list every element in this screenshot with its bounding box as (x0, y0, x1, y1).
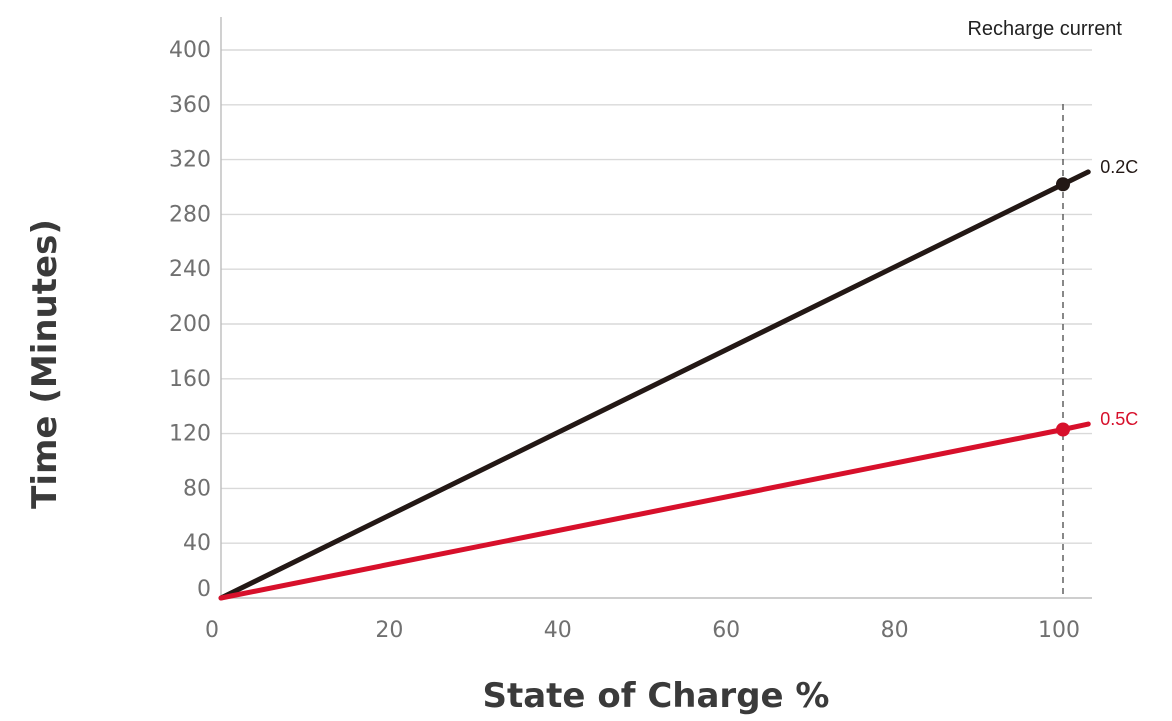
x-tick-label: 100 (1038, 618, 1080, 643)
x-tick-labels: 0 20 40 60 80 100 (205, 618, 1080, 643)
x-tick-label: 60 (712, 618, 740, 643)
series-labels: 0.2C 0.5C (1100, 157, 1138, 429)
y-tick-label: 320 (169, 148, 211, 173)
y-axis-title: Time (Minutes) (25, 219, 65, 509)
y-tick-label: 200 (169, 312, 211, 337)
x-tick-label: 40 (544, 618, 572, 643)
axes (220, 17, 1092, 599)
series-marker (1056, 422, 1070, 437)
series-line-0.2C (218, 169, 1091, 601)
series-label: 0.5C (1100, 409, 1138, 429)
y-tick-label: 40 (183, 531, 211, 556)
grid (221, 49, 1092, 544)
x-tick-label: 20 (375, 618, 403, 643)
series-marker (1056, 177, 1070, 192)
series-lines (218, 169, 1091, 601)
legend-title: Recharge current (967, 18, 1122, 40)
x-axis-title: State of Charge % (483, 676, 830, 716)
x-tick-label: 80 (881, 618, 909, 643)
y-tick-label: 160 (169, 367, 211, 392)
y-tick-label: 360 (169, 93, 211, 118)
x-tick-label: 0 (205, 618, 219, 643)
y-tick-label: 400 (169, 38, 211, 63)
y-tick-label: 280 (169, 202, 211, 227)
series-label: 0.2C (1100, 157, 1138, 177)
y-tick-labels: 0 40 80 120 160 200 240 280 320 360 400 (169, 38, 211, 602)
series-line-0.5C (218, 421, 1091, 601)
y-tick-label: 80 (183, 476, 211, 501)
y-tick-label: 0 (197, 577, 211, 602)
y-tick-label: 240 (169, 257, 211, 282)
y-tick-label: 120 (169, 422, 211, 447)
